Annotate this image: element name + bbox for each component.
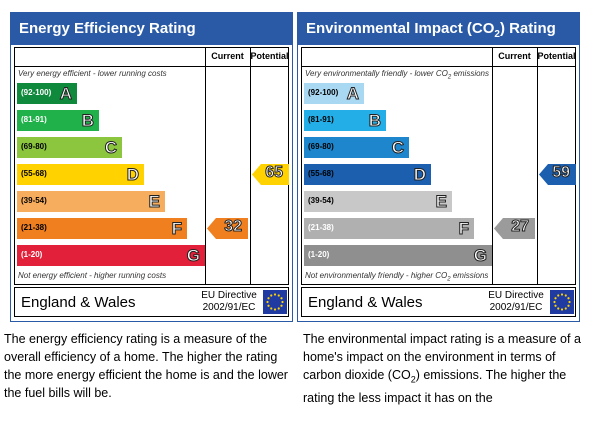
rating-band-b: (81-91) B [304, 110, 386, 131]
energy-panel-header: Energy Efficiency Rating [11, 13, 292, 45]
rating-band-b: (81-91) B [17, 110, 99, 131]
band-letter: D [126, 165, 139, 185]
potential-arrow-shape [252, 164, 289, 185]
band-range-label: (1-20) [308, 250, 330, 259]
energy-footer: England & Wales EU Directive 2002/91/EC [14, 287, 289, 317]
band-range-label: (69-80) [308, 142, 334, 151]
environment-footer: England & Wales EU Directive 2002/91/EC [301, 287, 576, 317]
energy-bottom-caption: Not energy efficient - higher running co… [18, 271, 167, 280]
environment-current-header: Current [498, 51, 531, 61]
energy-directive-line1: EU Directive [201, 290, 257, 301]
band-letter: F [458, 219, 469, 239]
band-range-label: (55-68) [308, 169, 334, 178]
rating-band-c: (69-80) C [17, 137, 122, 158]
band-letter: E [148, 192, 160, 212]
band-range-label: (81-91) [21, 115, 47, 124]
environmental-impact-panel: Environmental Impact (CO2) Rating Curren… [297, 12, 580, 322]
energy-current-divider [205, 48, 206, 284]
band-letter: A [346, 84, 359, 104]
band-range-label: (21-38) [21, 223, 47, 232]
band-letter: C [104, 138, 117, 158]
band-letter: E [435, 192, 447, 212]
energy-current-header: Current [211, 51, 244, 61]
rating-band-e: (39-54) E [304, 191, 452, 212]
energy-directive-line2: 2002/91/EC [202, 302, 256, 313]
environment-rating-chart: Current Potential Very environmentally f… [301, 47, 576, 285]
current-rating-value: 27 [511, 218, 530, 236]
current-rating-arrow: 32 [207, 218, 248, 239]
environment-directive-line1: EU Directive [488, 290, 544, 301]
environment-panel-title: Environmental Impact (CO2) Rating [306, 20, 556, 40]
eu-flag-icon [550, 290, 574, 314]
environment-potential-header: Potential [537, 51, 576, 61]
band-range-label: (39-54) [308, 196, 334, 205]
environment-column-header-row [302, 48, 575, 67]
potential-rating-arrow: 59 [539, 164, 576, 185]
environment-eu-directive: EU Directive 2002/91/EC [482, 290, 550, 314]
energy-top-caption: Very energy efficient - lower running co… [18, 69, 167, 78]
current-rating-value: 32 [224, 218, 243, 236]
band-range-label: (39-54) [21, 196, 47, 205]
rating-band-a: (92-100) A [304, 83, 364, 104]
environment-directive-line2: 2002/91/EC [489, 302, 543, 313]
environment-bottom-caption: Not environmentally friendly - higher CO… [305, 271, 489, 283]
band-range-label: (55-68) [21, 169, 47, 178]
current-arrow-shape [207, 218, 248, 239]
band-range-label: (92-100) [21, 88, 52, 97]
rating-band-g: (1-20) G [304, 245, 492, 266]
band-range-label: (92-100) [308, 88, 339, 97]
rating-band-f: (21-38) F [304, 218, 474, 239]
band-range-label: (1-20) [21, 250, 43, 259]
band-letter: B [368, 111, 381, 131]
band-range-label: (69-80) [21, 142, 47, 151]
band-letter: D [413, 165, 426, 185]
energy-efficiency-panel: Energy Efficiency Rating Current Potenti… [10, 12, 293, 322]
energy-panel-title: Energy Efficiency Rating [19, 20, 196, 37]
environment-region-label: England & Wales [308, 294, 423, 311]
band-letter: G [186, 246, 200, 266]
rating-band-d: (55-68) D [17, 164, 144, 185]
band-letter: C [391, 138, 404, 158]
rating-band-f: (21-38) F [17, 218, 187, 239]
environment-top-caption: Very environmentally friendly - lower CO… [305, 69, 490, 81]
environment-panel-header: Environmental Impact (CO2) Rating [298, 13, 579, 45]
rating-band-g: (1-20) G [17, 245, 205, 266]
current-rating-arrow: 27 [494, 218, 535, 239]
band-range-label: (81-91) [308, 115, 334, 124]
rating-band-e: (39-54) E [17, 191, 165, 212]
energy-description: The energy efficiency rating is a measur… [4, 332, 288, 400]
energy-potential-header: Potential [250, 51, 289, 61]
band-letter: A [59, 84, 72, 104]
potential-rating-value: 65 [265, 164, 284, 182]
rating-band-c: (69-80) C [304, 137, 409, 158]
environment-description: The environmental impact rating is a mea… [303, 332, 581, 405]
potential-arrow-shape [539, 164, 576, 185]
band-letter: B [81, 111, 94, 131]
band-letter: F [171, 219, 182, 239]
potential-rating-arrow: 65 [252, 164, 289, 185]
energy-region-label: England & Wales [21, 294, 136, 311]
eu-flag-icon [263, 290, 287, 314]
environment-potential-divider [537, 48, 538, 284]
potential-rating-value: 59 [552, 164, 571, 182]
energy-rating-chart: Current Potential Very energy efficient … [14, 47, 289, 285]
band-range-label: (21-38) [308, 223, 334, 232]
current-arrow-shape [494, 218, 535, 239]
band-letter: G [473, 246, 487, 266]
energy-eu-directive: EU Directive 2002/91/EC [195, 290, 263, 314]
rating-band-a: (92-100) A [17, 83, 77, 104]
energy-column-header-row [15, 48, 288, 67]
energy-potential-divider [250, 48, 251, 284]
environment-current-divider [492, 48, 493, 284]
rating-band-d: (55-68) D [304, 164, 431, 185]
